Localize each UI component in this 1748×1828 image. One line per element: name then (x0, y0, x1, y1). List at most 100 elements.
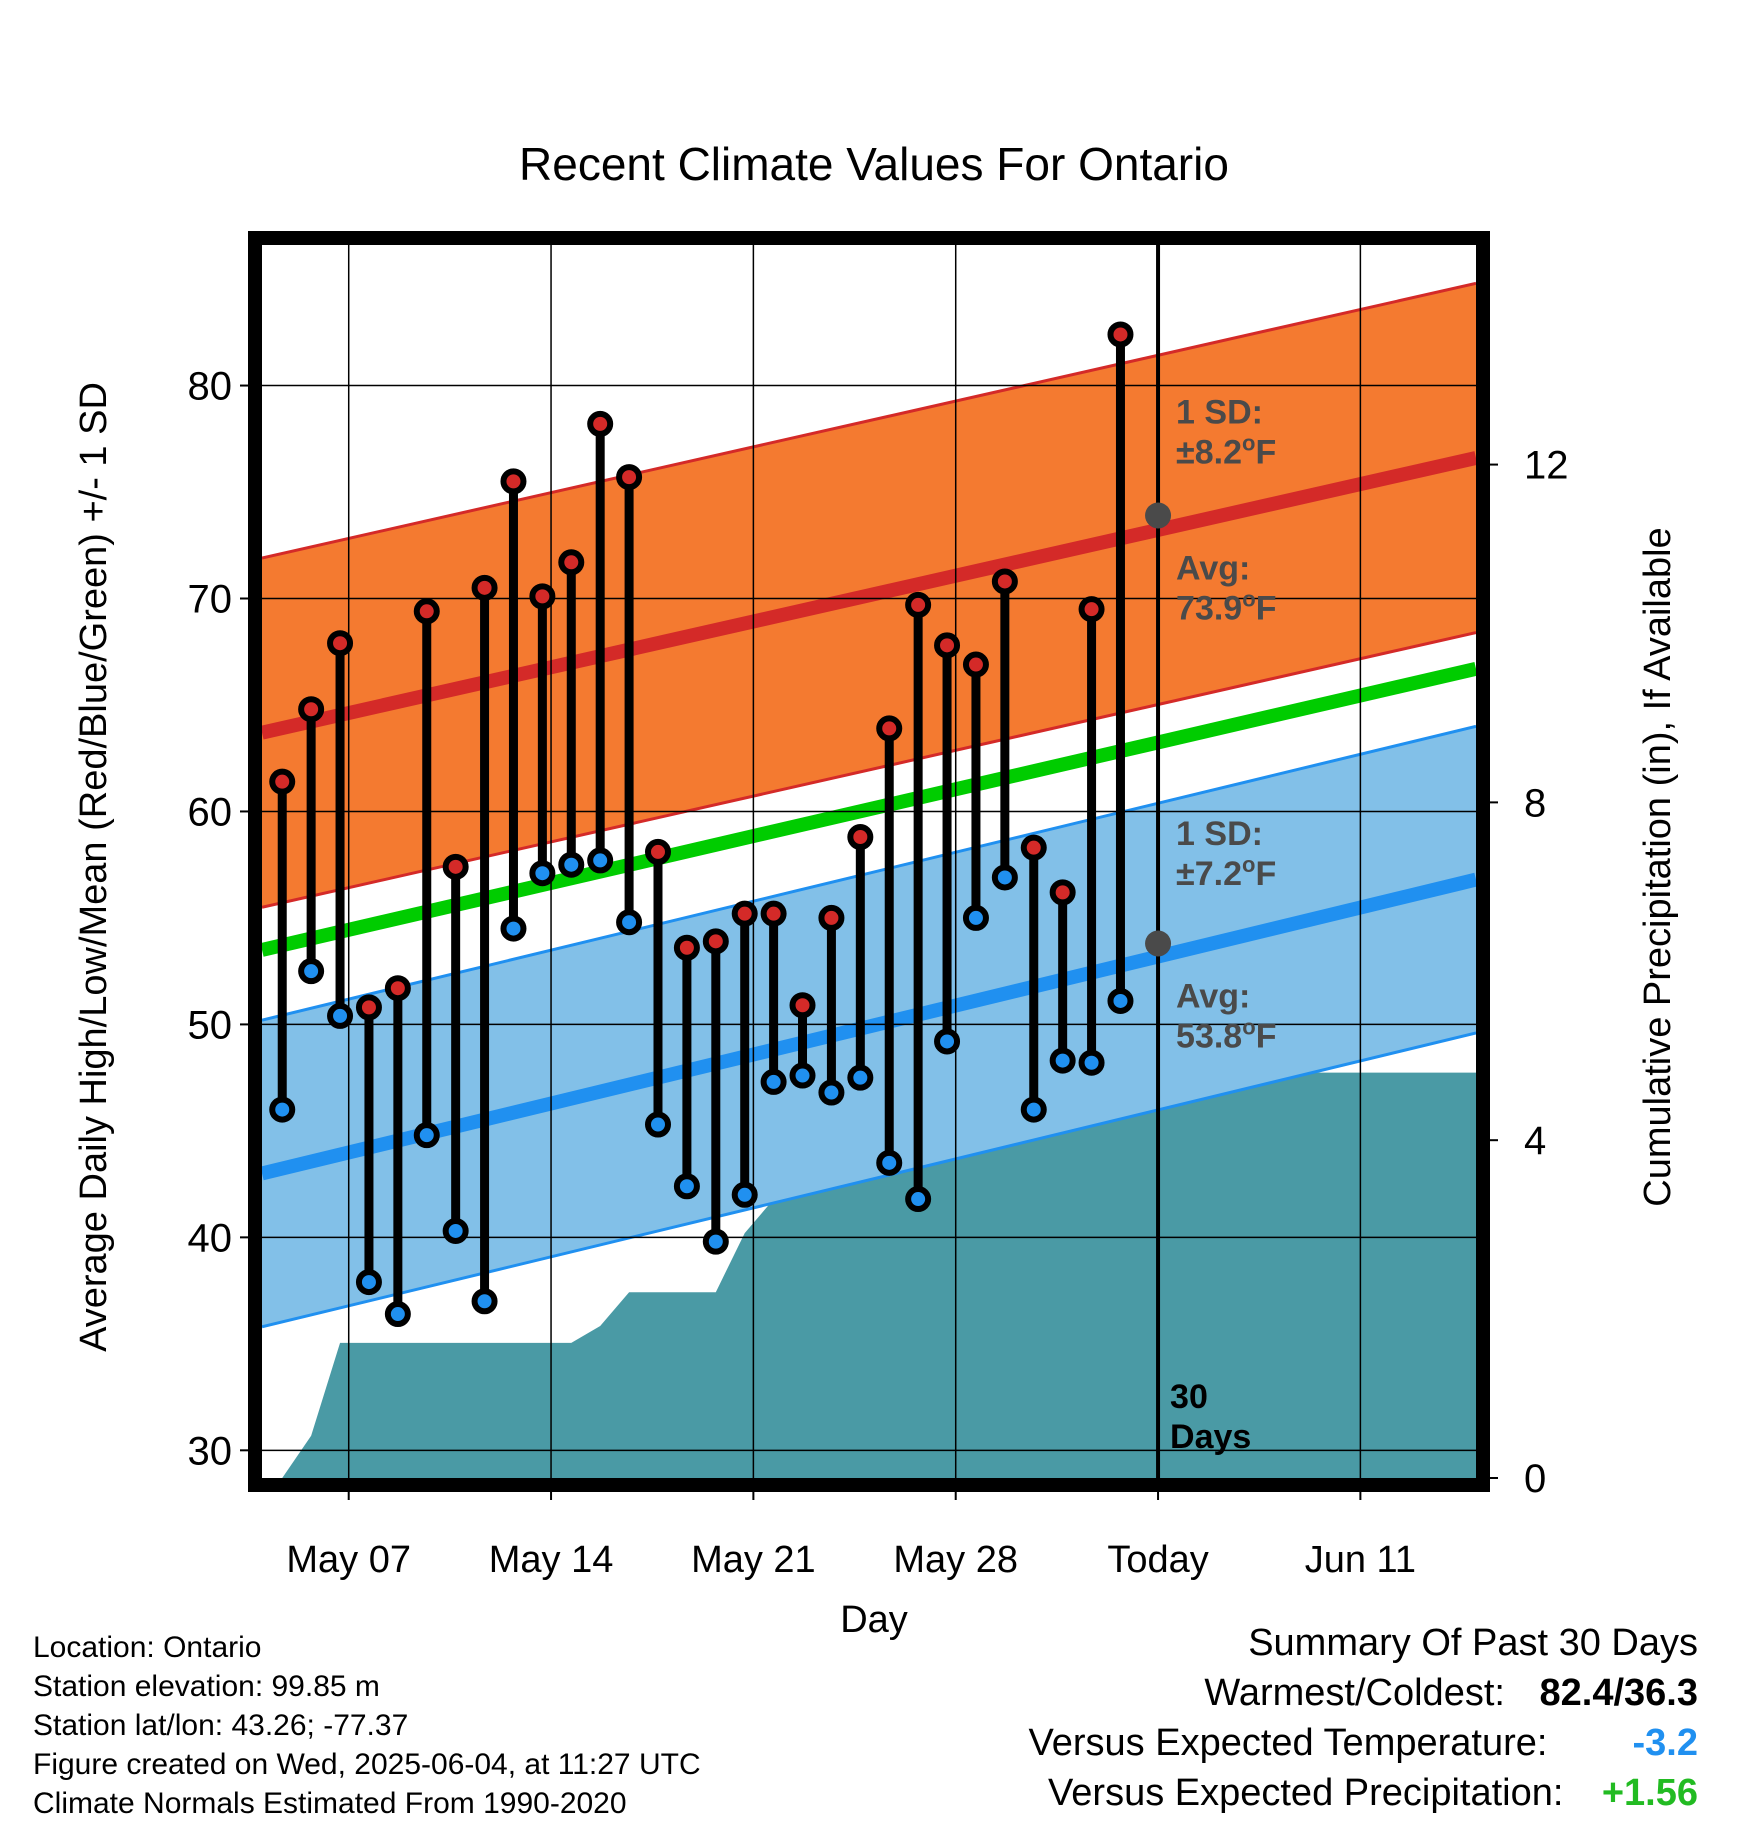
y-left-tick-label: 80 (188, 365, 233, 409)
precip-area (282, 1072, 1476, 1478)
daily-low-point (616, 909, 643, 936)
daily-high-point (558, 549, 585, 576)
y-left-tick-label: 70 (188, 578, 233, 622)
y-left-tick-label: 40 (188, 1216, 233, 1260)
low-avg-marker (1145, 930, 1172, 957)
daily-low-point (384, 1301, 411, 1328)
normal-high-line (262, 451, 1476, 740)
daily-high-point (384, 975, 411, 1002)
daily-low-point (702, 1228, 729, 1255)
daily-high-point (1078, 596, 1105, 623)
daily-high-point (500, 468, 527, 495)
daily-low-point (587, 847, 614, 874)
daily-high-point (587, 410, 614, 437)
x-tick-label: May 21 (691, 1539, 816, 1581)
daily-high-point (355, 994, 382, 1021)
warmest-value: 82.4/36.3 (1539, 1672, 1698, 1714)
low-avg-value: 53.8oF (1176, 1015, 1276, 1056)
latlon-text: Station lat/lon: 43.26; -77.37 (33, 1709, 409, 1742)
x-tick-label: May 14 (489, 1539, 614, 1581)
created-text: Figure created on Wed, 2025-06-04, at 11… (33, 1748, 701, 1781)
precip-label: Versus Expected Precipitation: (1048, 1772, 1564, 1814)
daily-low-point (355, 1269, 382, 1296)
daily-low-point (1107, 987, 1134, 1014)
high-sd-value-degree-mark: o (1242, 431, 1255, 456)
daily-low-point (529, 860, 556, 887)
low-avg-label: Avg: (1176, 978, 1250, 1016)
y-left-tick-label: 60 (188, 790, 233, 834)
daily-low-point (991, 864, 1018, 891)
daily-high-point (413, 598, 440, 625)
temp-label: Versus Expected Temperature: (1028, 1722, 1548, 1764)
y-right-tick-label: 4 (1524, 1119, 1546, 1163)
y-left-tick-label: 30 (188, 1429, 233, 1473)
daily-high-point (876, 715, 903, 742)
y-left-tick-label: 50 (188, 1003, 233, 1047)
daily-high-point (529, 583, 556, 610)
low-avg-value-degree-mark: o (1242, 1015, 1255, 1040)
daily-high-point (905, 591, 932, 618)
y-right-tick-label: 0 (1524, 1457, 1546, 1501)
daily-low-point (298, 958, 325, 985)
low-sd-band-upper-edge (262, 724, 1476, 1022)
high-avg-value-num: 73.9 (1176, 590, 1242, 628)
daily-high-point (616, 464, 643, 491)
daily-high-point (442, 853, 469, 880)
daily-high-point (673, 934, 700, 961)
daily-low-point (818, 1079, 845, 1106)
low-sd-value-unit: F (1255, 855, 1276, 893)
daily-low-point (558, 851, 585, 878)
daily-high-point (991, 568, 1018, 595)
daily-high-point (1020, 834, 1047, 861)
daily-high-point (731, 900, 758, 927)
high-sd-band-upper-edge (262, 281, 1476, 560)
warmest-label: Warmest/Coldest: (1204, 1672, 1505, 1714)
daily-low-point (471, 1288, 498, 1315)
daily-high-point (702, 928, 729, 955)
temp-delta-value: -3.2 (1632, 1722, 1698, 1764)
daily-low-point (1020, 1096, 1047, 1123)
summary-precip-row: Versus Expected Precipitation: +1.56 (1029, 1768, 1698, 1818)
high-sd-label: 1 SD: (1176, 394, 1263, 432)
daily-low-point (905, 1186, 932, 1213)
plot-content (262, 245, 1476, 1478)
elevation-text: Station elevation: 99.85 m (33, 1670, 380, 1703)
station-info: Location: Ontario Station elevation: 99.… (33, 1628, 701, 1823)
daily-high-point (934, 632, 961, 659)
daily-high-point (644, 838, 671, 865)
daily-high-point (298, 696, 325, 723)
daily-high-point (962, 651, 989, 678)
daily-high-point (789, 992, 816, 1019)
daily-low-point (673, 1173, 700, 1200)
daily-low-point (327, 1002, 354, 1029)
daily-low-point (962, 904, 989, 931)
chart-title: Recent Climate Values For Ontario (519, 138, 1229, 190)
daily-low-point (760, 1068, 787, 1095)
summary-title: Summary Of Past 30 Days (1248, 1622, 1698, 1664)
x-axis-label: Day (840, 1599, 908, 1641)
low-sd-value: ±7.2oF (1176, 852, 1276, 893)
x-tick-label: May 28 (893, 1539, 1018, 1581)
summary-panel: Summary Of Past 30 Days Warmest/Coldest:… (1029, 1618, 1698, 1818)
normal-mean-line (262, 661, 1476, 957)
daily-low-point (876, 1149, 903, 1176)
daily-high-point (818, 904, 845, 931)
daily-high-point (327, 630, 354, 657)
daily-low-point (269, 1096, 296, 1123)
axes: May 07 May 14 May 21 May 28 Today Jun 1130405… (188, 231, 1569, 1581)
x-tick-label: May 07 (286, 1539, 411, 1581)
daily-low-point (1078, 1049, 1105, 1076)
precip-delta-value: +1.56 (1601, 1772, 1698, 1814)
high-sd-value-unit: F (1255, 434, 1276, 472)
daily-low-point (934, 1028, 961, 1055)
low-sd-label: 1 SD: (1176, 815, 1263, 853)
daily-low-point (847, 1064, 874, 1091)
high-avg-value: 73.9oF (1176, 587, 1276, 628)
daily-high-point (471, 574, 498, 601)
location-text: Location: Ontario (33, 1631, 262, 1664)
normals-text: Climate Normals Estimated From 1990-2020 (33, 1787, 627, 1820)
daily-high-point (269, 768, 296, 795)
daily-low-point (731, 1181, 758, 1208)
